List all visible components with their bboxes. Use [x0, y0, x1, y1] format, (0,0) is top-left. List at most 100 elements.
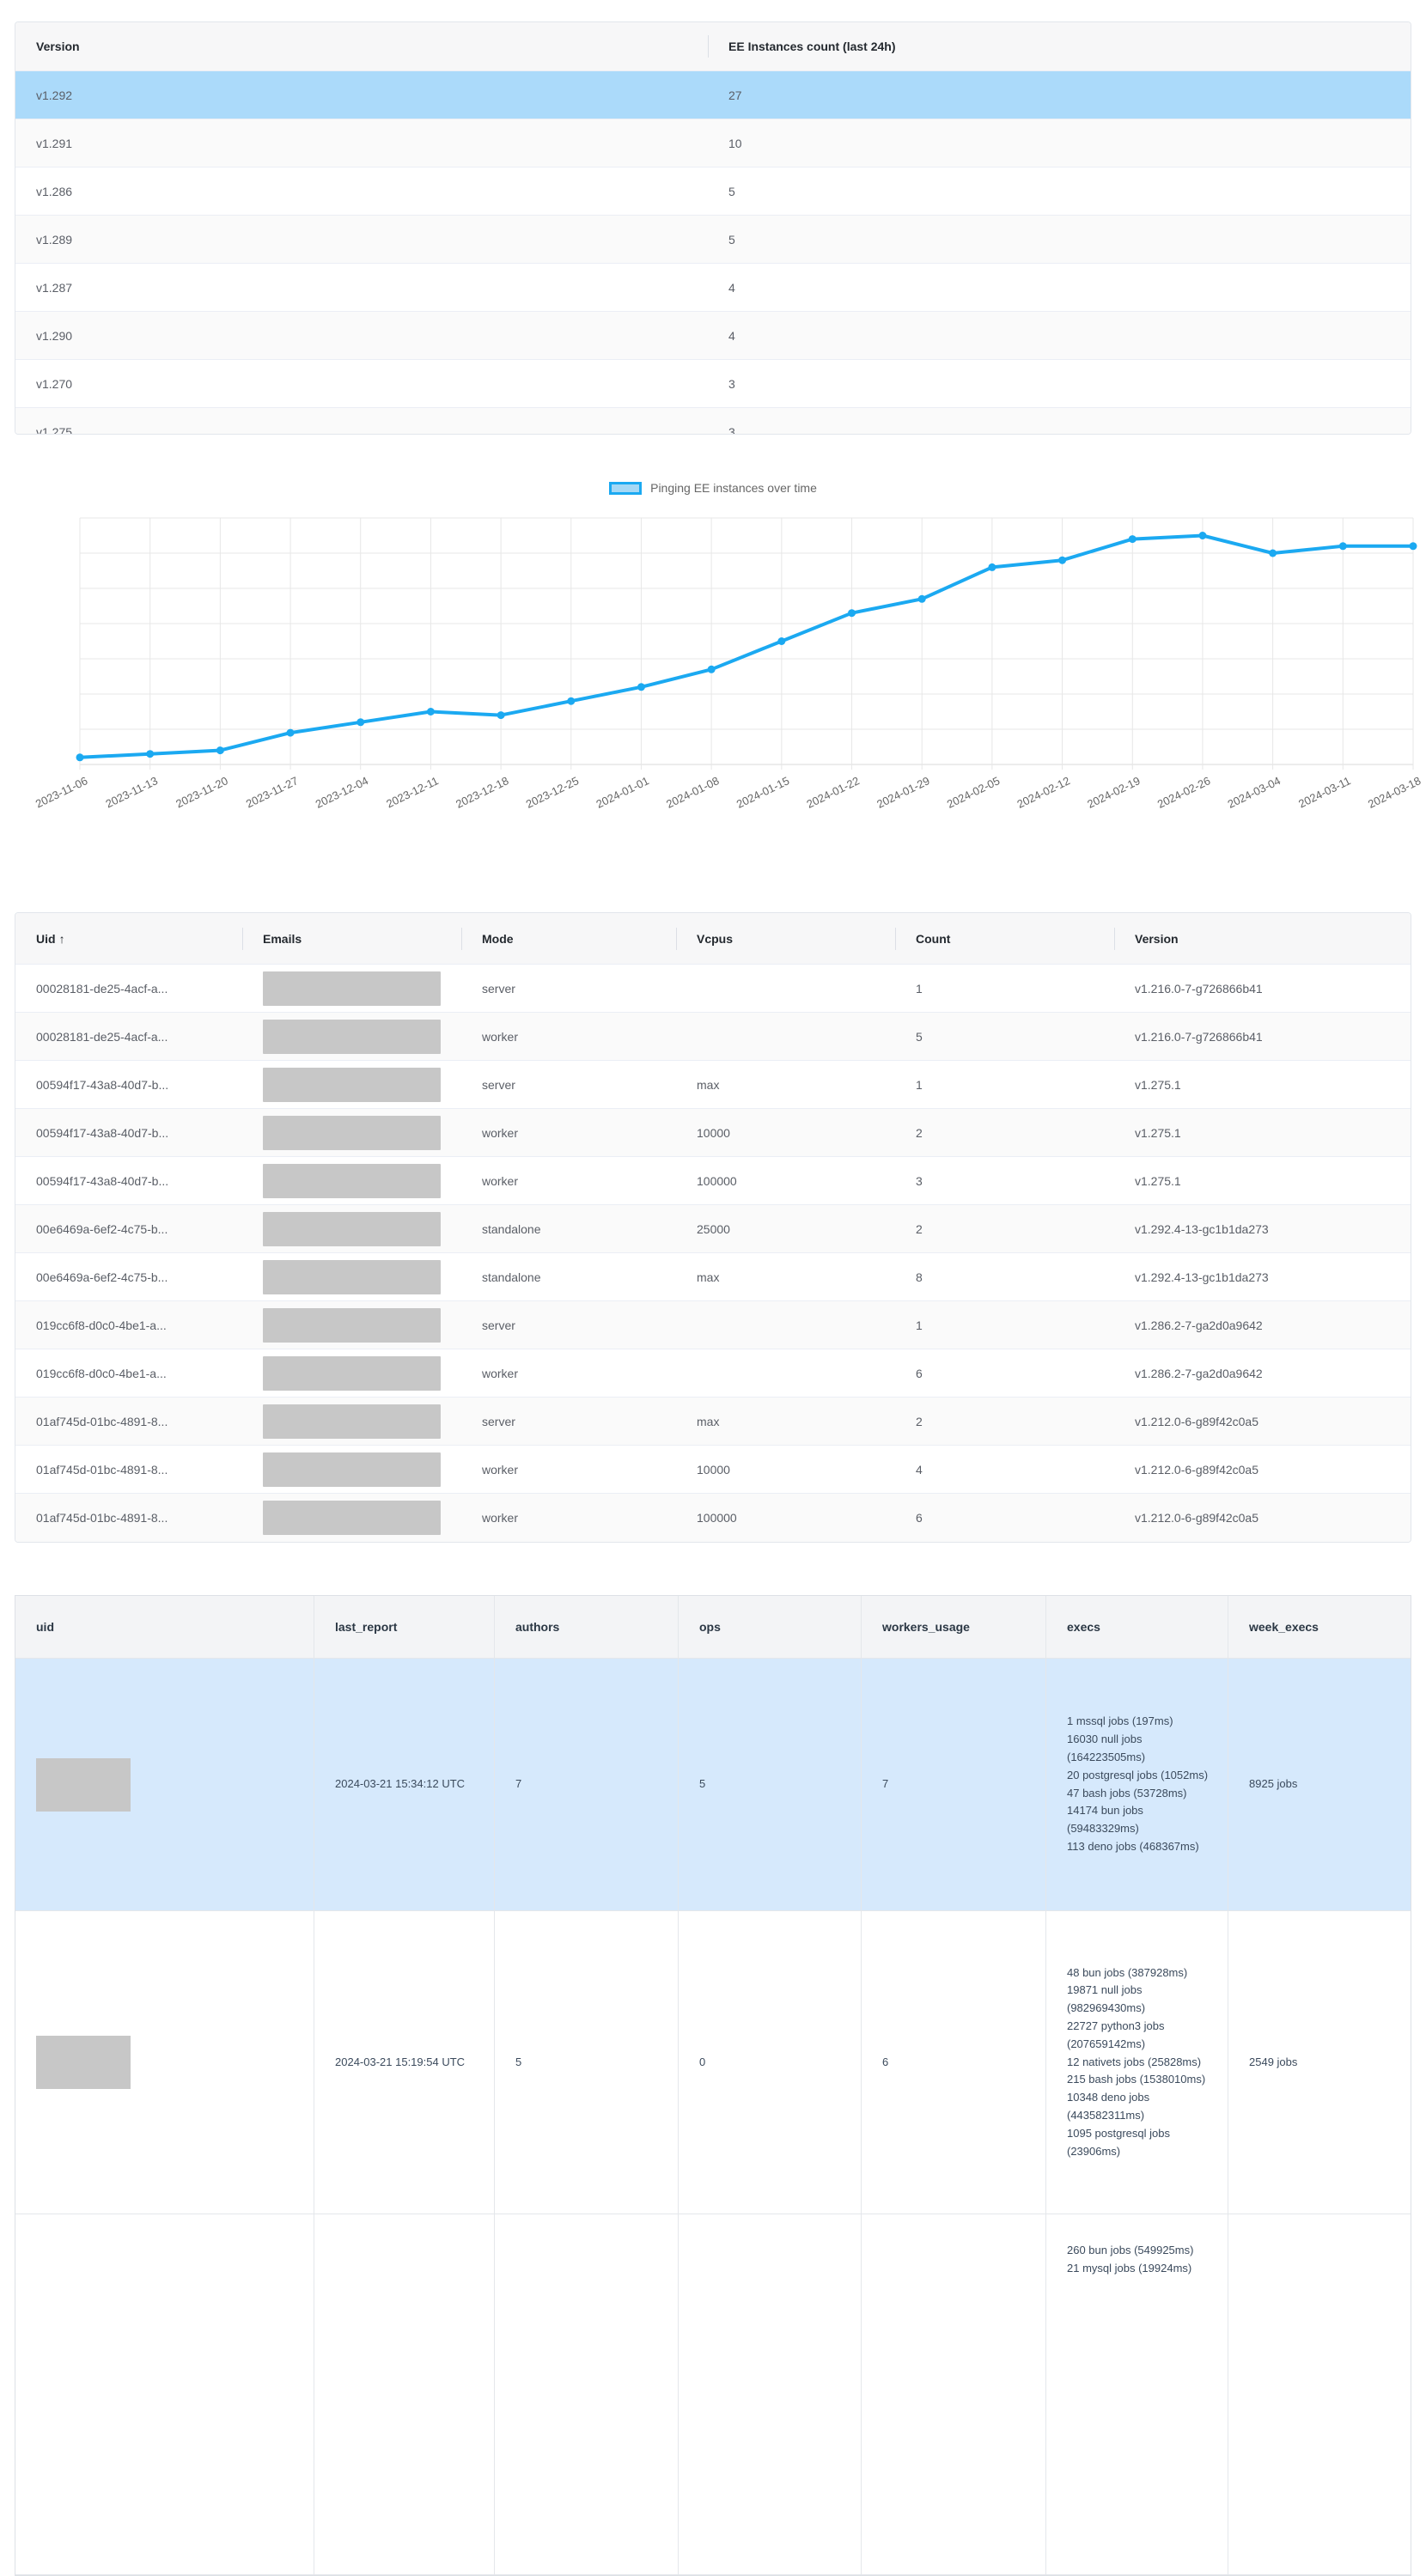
uid-cell: 00028181-de25-4acf-a... [36, 1029, 168, 1044]
table-row[interactable]: 019cc6f8-d0c0-4be1-a... server 1 v1.286.2-7… [15, 1301, 1411, 1349]
version-cell: v1.275.1 [1135, 1173, 1181, 1188]
table-row[interactable]: v1.270 3 [15, 360, 1411, 408]
table-row[interactable]: v1.286 5 [15, 167, 1411, 216]
authors-cell: 7 [495, 1659, 679, 1911]
version-cell: v1.275.1 [1135, 1125, 1181, 1140]
column-header-emails[interactable]: Emails [242, 913, 461, 964]
version-cell: v1.289 [36, 232, 73, 247]
legend-label: Pinging EE instances over time [650, 481, 817, 495]
table-row[interactable]: 00594f17-43a8-40d7-b... worker 10000 2 v1.27… [15, 1109, 1411, 1157]
version-cell: v1.275.1 [1135, 1077, 1181, 1092]
exec-entry: 1 mssql jobs (197ms) [1067, 1714, 1173, 1728]
mode-cell: server [482, 981, 515, 996]
emails-cell [242, 965, 461, 1012]
column-header-authors[interactable]: authors [495, 1596, 679, 1659]
x-axis-tick-label: 2023-12-18 [454, 774, 510, 811]
x-axis-tick-label: 2024-01-15 [734, 774, 791, 811]
table-row[interactable]: v1.287 4 [15, 264, 1411, 312]
sort-ascending-icon[interactable]: ↑ [58, 931, 65, 946]
column-header-uid[interactable]: Uid ↑ [36, 931, 65, 946]
emails-cell [242, 1446, 461, 1493]
count-cell: 2 [916, 1221, 923, 1236]
x-axis-tick-label: 2024-01-22 [804, 774, 861, 811]
vcpus-cell [676, 1013, 895, 1060]
redacted-email [263, 1019, 441, 1054]
column-header-execs[interactable]: execs [1046, 1596, 1228, 1659]
column-header-week-execs[interactable]: week_execs [1228, 1596, 1411, 1659]
count-cell: 3 [728, 424, 735, 435]
vcpus-cell: max [697, 1414, 720, 1428]
uid-cell: 01af745d-01bc-4891-8... [36, 1462, 168, 1477]
redacted-uid [36, 1757, 131, 1812]
x-axis-tick-label: 2024-02-05 [945, 774, 1002, 811]
vcpus-cell: max [697, 1077, 720, 1092]
table-row[interactable]: 01af745d-01bc-4891-8... server max 2 v1.212.… [15, 1398, 1411, 1446]
column-header-last-report[interactable]: last_report [314, 1596, 495, 1659]
uid-cell: 00e6469a-6ef2-4c75-b... [36, 1270, 168, 1284]
vcpus-cell: max [697, 1270, 720, 1284]
table-row[interactable]: v1.292 27 [15, 71, 1411, 119]
table-row[interactable]: 00594f17-43a8-40d7-b... server max 1 v1.275.… [15, 1061, 1411, 1109]
vcpus-cell: 10000 [697, 1462, 730, 1477]
version-cell: v1.290 [36, 328, 73, 343]
column-header-uid[interactable]: uid [15, 1596, 314, 1659]
line-chart: 2023-11-06 2023-11-13 2023-11-20 2023-11-27… [34, 517, 1423, 811]
version-cell: v1.291 [36, 136, 73, 150]
count-cell: 8 [916, 1270, 923, 1284]
chart-legend[interactable]: Pinging EE instances over time [0, 481, 1426, 495]
data-point [1409, 542, 1417, 551]
table-row[interactable]: 00e6469a-6ef2-4c75-b... standalone 25000 2 v… [15, 1205, 1411, 1253]
exec-entry: 113 deno jobs (468367ms) [1067, 1839, 1199, 1853]
vcpus-cell: 10000 [697, 1125, 730, 1140]
exec-entry: 10348 deno jobs (443582311ms) [1067, 2091, 1150, 2122]
x-axis-tick-label: 2023-12-04 [314, 774, 370, 811]
x-axis-tick-label: 2024-03-11 [1296, 774, 1352, 810]
table-row[interactable]: 00028181-de25-4acf-a... worker 5 v1.216.0-7… [15, 1013, 1411, 1061]
emails-cell [242, 1494, 461, 1542]
emails-cell [242, 1013, 461, 1060]
count-cell: 1 [916, 981, 923, 996]
table-row[interactable]: 019cc6f8-d0c0-4be1-a... worker 6 v1.286.2-7… [15, 1349, 1411, 1398]
column-header-mode[interactable]: Mode [461, 913, 676, 964]
vcpus-cell [676, 965, 895, 1012]
workers-usage-cell [862, 2214, 1046, 2575]
uid-cell [15, 1911, 314, 2214]
vcpus-cell [676, 1301, 895, 1349]
table-row[interactable]: v1.291 10 [15, 119, 1411, 167]
table-row[interactable]: 2024-03-21 15:19:54 UTC 5 0 6 48 bun jobs (3… [15, 1911, 1411, 2214]
table-row[interactable]: 00028181-de25-4acf-a... server 1 v1.216.0-7… [15, 965, 1411, 1013]
emails-cell [242, 1109, 461, 1156]
version-table-header: Version EE Instances count (last 24h) [15, 22, 1411, 71]
table-row[interactable]: 00e6469a-6ef2-4c75-b... standalone max 8 v1.… [15, 1253, 1411, 1301]
table-row[interactable]: 260 bun jobs (549925ms) 21 mysql jobs (19… [15, 2214, 1411, 2575]
week-execs-cell: 8925 jobs [1228, 1659, 1411, 1911]
count-cell: 4 [728, 280, 735, 295]
instances-table: Uid ↑ Emails Mode Vcpus Count Version 00… [15, 912, 1411, 1543]
column-header-version[interactable]: Version [1114, 913, 1411, 964]
table-row[interactable]: 2024-03-21 15:34:12 UTC 7 5 7 1 mssql jobs (… [15, 1659, 1411, 1911]
column-header-workers-usage[interactable]: workers_usage [862, 1596, 1046, 1659]
count-cell: 3 [728, 376, 735, 391]
mode-cell: worker [482, 1462, 519, 1477]
version-count-table: Version EE Instances count (last 24h) v1… [15, 21, 1411, 435]
data-point [1198, 532, 1207, 539]
table-row[interactable]: 01af745d-01bc-4891-8... worker 100000 6 v1.2… [15, 1494, 1411, 1542]
table-row[interactable]: 00594f17-43a8-40d7-b... worker 100000 3 v1.2… [15, 1157, 1411, 1205]
table-row[interactable]: v1.275 3 [15, 408, 1411, 435]
data-point [1058, 556, 1067, 564]
column-header-ee-instances-count[interactable]: EE Instances count (last 24h) [708, 22, 1411, 70]
column-header-vcpus[interactable]: Vcpus [676, 913, 895, 964]
mode-cell: worker [482, 1366, 519, 1380]
data-point [76, 753, 84, 762]
exec-entry: 12 nativets jobs (25828ms) [1067, 2055, 1202, 2068]
table-row[interactable]: v1.289 5 [15, 216, 1411, 264]
mode-cell: server [482, 1414, 515, 1428]
week-execs-cell [1228, 2214, 1411, 2575]
table-row[interactable]: v1.290 4 [15, 312, 1411, 360]
data-point [146, 750, 155, 758]
column-header-version[interactable]: Version [36, 40, 80, 53]
redacted-email [263, 971, 441, 1006]
column-header-ops[interactable]: ops [679, 1596, 862, 1659]
column-header-count[interactable]: Count [895, 913, 1114, 964]
table-row[interactable]: 01af745d-01bc-4891-8... worker 10000 4 v1.21… [15, 1446, 1411, 1494]
